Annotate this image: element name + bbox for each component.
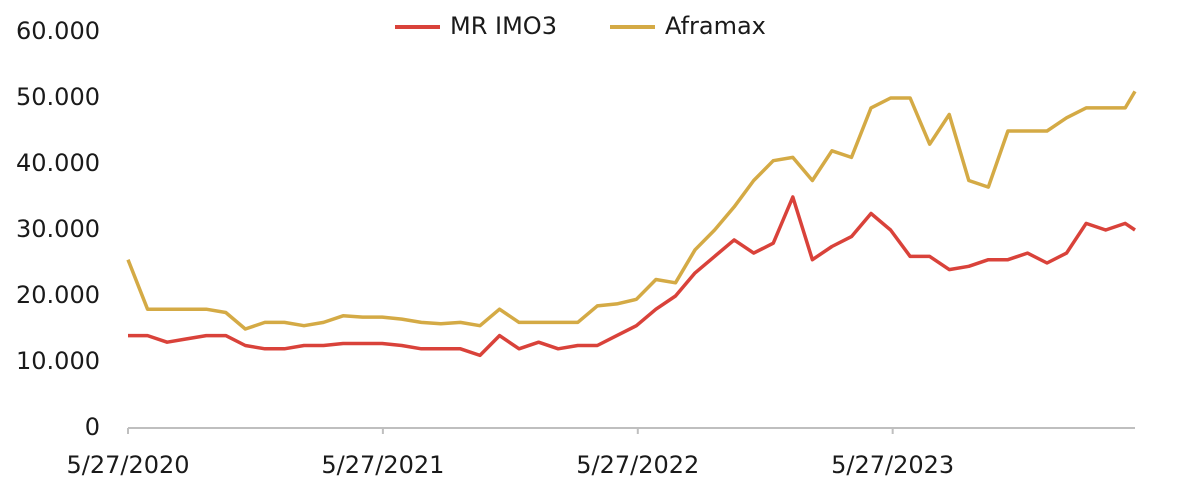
y-tick-label: 10.000 bbox=[16, 347, 100, 375]
line-series bbox=[126, 90, 1137, 331]
y-tick-label: 60.000 bbox=[16, 17, 100, 45]
y-tick-label: 40.000 bbox=[16, 149, 100, 177]
y-tick-label: 30.000 bbox=[16, 215, 100, 243]
x-tick-label: 5/27/2023 bbox=[831, 451, 954, 479]
x-tick-label: 5/27/2020 bbox=[66, 451, 189, 479]
x-tick-label: 5/27/2022 bbox=[576, 451, 699, 479]
y-tick-label: 20.000 bbox=[16, 281, 100, 309]
y-tick-label: 50.000 bbox=[16, 83, 100, 111]
x-tick-label: 5/27/2021 bbox=[321, 451, 444, 479]
legend-label: Aframax bbox=[665, 12, 766, 40]
y-tick-label: 0 bbox=[85, 413, 100, 441]
line-series bbox=[128, 195, 1136, 358]
legend-label: MR IMO3 bbox=[450, 12, 557, 40]
